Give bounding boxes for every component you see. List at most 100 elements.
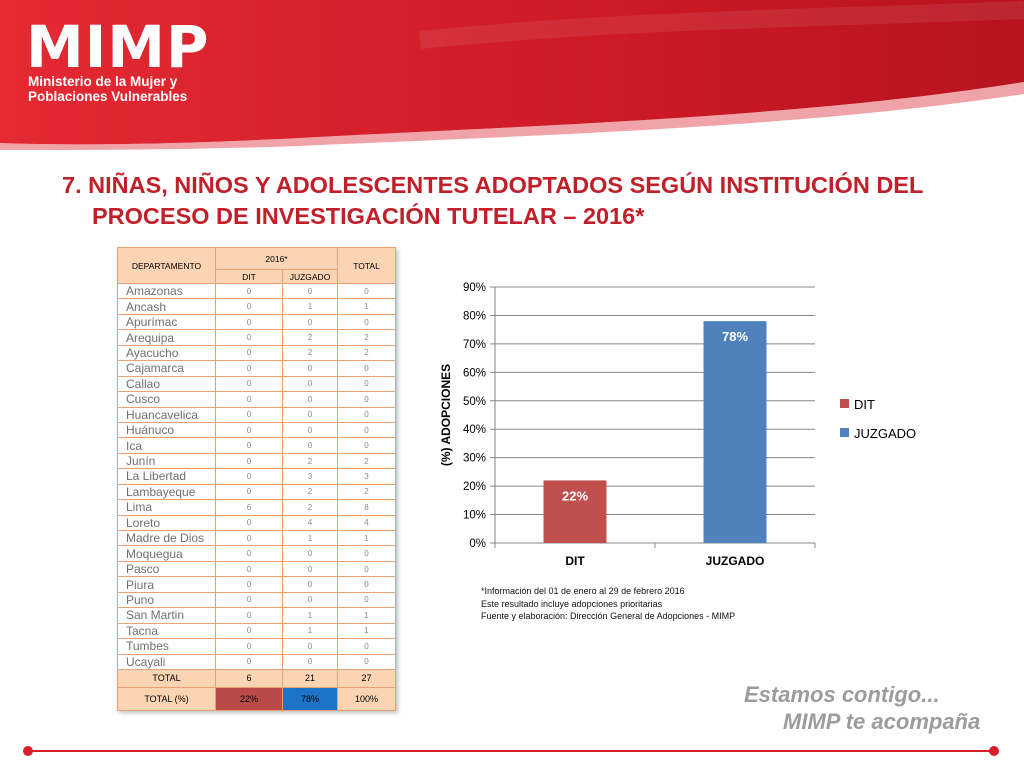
total-cell: 2: [337, 483, 396, 501]
juzgado-cell: 2: [282, 499, 338, 516]
total-cell: 0: [337, 545, 396, 562]
table-row: Puno 0 0 0: [117, 591, 396, 609]
juzgado-cell: 1: [282, 298, 338, 315]
y-tick-label: 30%: [463, 453, 486, 465]
table-row: Ucayali 0 0 0: [117, 653, 396, 670]
dit-cell: 0: [215, 282, 283, 300]
table-row: Apurímac 0 0 0: [117, 313, 396, 331]
department-cell: Huancavelica: [117, 406, 216, 423]
total-cell: 0: [337, 653, 396, 670]
brand-subtitle: Ministerio de la Mujer y Poblaciones Vul…: [28, 74, 188, 104]
dit-cell: 0: [215, 591, 283, 609]
table-row: Amazonas 0 0 0: [117, 282, 396, 300]
department-cell: Cusco: [117, 391, 216, 408]
table-row: Arequipa 0 2 2: [117, 329, 396, 346]
table-row: Pasco 0 0 0: [117, 560, 396, 578]
department-cell: Moquegua: [117, 545, 216, 562]
header-swoosh: [0, 0, 1024, 150]
juzgado-cell: 0: [282, 313, 338, 331]
percent-dit: 22%: [215, 686, 283, 711]
total-cell: 0: [337, 406, 396, 423]
total-cell: 1: [337, 622, 396, 640]
dit-cell: 0: [215, 468, 283, 485]
adoptions-bar-chart: 0% 10% 20% 30% 40% 50% 60% 70% 80% 90% 22% DIT 78% JU…: [439, 282, 916, 568]
juzgado-cell: 2: [282, 452, 338, 470]
total-cell: 0: [337, 375, 396, 393]
dit-cell: 0: [215, 653, 283, 670]
juzgado-cell: 2: [282, 344, 338, 362]
total-cell: 2: [337, 329, 396, 346]
bar-value-label: 78%: [722, 329, 748, 344]
department-cell: Ica: [117, 437, 216, 454]
table-row: Huancavelica 0 0 0: [117, 406, 396, 423]
note-priority: Este resultado incluye adopciones priori…: [481, 598, 663, 609]
bar-value-label: 22%: [562, 488, 588, 503]
dit-cell: 0: [215, 406, 283, 423]
juzgado-cell: 0: [282, 638, 338, 655]
department-cell: Puno: [117, 591, 216, 609]
total-cell: 1: [337, 529, 396, 547]
juzgado-cell: 0: [282, 576, 338, 593]
total-cell: 4: [337, 514, 396, 532]
y-axis-label: (%) ADOPCIONES: [439, 364, 453, 466]
department-cell: Huánuco: [117, 421, 216, 439]
total-row: TOTAL 6 21 27: [117, 668, 396, 688]
dit-cell: 0: [215, 576, 283, 593]
department-cell: Ucayali: [117, 653, 216, 670]
table-row: La Libertad 0 3 3: [117, 468, 396, 485]
juzgado-cell: 0: [282, 375, 338, 393]
table-row: Huánuco 0 0 0: [117, 421, 396, 439]
footer-line: [23, 746, 999, 756]
department-cell: La Libertad: [117, 468, 216, 485]
dit-cell: 0: [215, 622, 283, 640]
department-cell: Cajamarca: [117, 360, 216, 377]
total-cell: 0: [337, 360, 396, 377]
juzgado-cell: 0: [282, 391, 338, 408]
department-cell: Pasco: [117, 560, 216, 578]
table-row: Callao 0 0 0: [117, 375, 396, 393]
dit-cell: 0: [215, 452, 283, 470]
juzgado-cell: 0: [282, 653, 338, 670]
table-row: Cajamarca 0 0 0: [117, 360, 396, 377]
department-cell: Loreto: [117, 514, 216, 532]
dit-cell: 0: [215, 375, 283, 393]
juzgado-cell: 0: [282, 421, 338, 439]
juzgado-cell: 2: [282, 329, 338, 346]
dit-cell: 0: [215, 638, 283, 655]
dit-cell: 0: [215, 545, 283, 562]
total-cell: 2: [337, 344, 396, 362]
percent-juzgado: 78%: [282, 686, 338, 711]
department-cell: Arequipa: [117, 329, 216, 346]
total-cell: 0: [337, 576, 396, 593]
department-cell: Callao: [117, 375, 216, 393]
table-row: Ancash 0 1 1: [117, 298, 396, 315]
juzgado-cell: 0: [282, 545, 338, 562]
table-row: Junín 0 2 2: [117, 452, 396, 470]
note-period: *Información del 01 de enero al 29 de fe…: [481, 586, 685, 596]
table-row: Madre de Dios 0 1 1: [117, 529, 396, 547]
total-total: 27: [337, 668, 396, 688]
total-cell: 0: [337, 421, 396, 439]
legend-swatch: [840, 399, 849, 408]
juzgado-cell: 0: [282, 560, 338, 578]
chart-notes: *Información del 01 de enero al 29 de fe…: [481, 585, 735, 623]
total-cell: 1: [337, 298, 396, 315]
adoptions-table: DEPARTAMENTO 2016* TOTAL DIT JUZGADO Ama…: [117, 247, 396, 711]
juzgado-cell: 0: [282, 437, 338, 454]
juzgado-cell: 0: [282, 282, 338, 300]
table-row: Moquegua 0 0 0: [117, 545, 396, 562]
y-tick-label: 10%: [463, 510, 486, 522]
juzgado-cell: 1: [282, 607, 338, 624]
total-cell: 8: [337, 499, 396, 516]
total-cell: 0: [337, 282, 396, 300]
y-tick-label: 80%: [463, 310, 486, 322]
department-cell: Piura: [117, 576, 216, 593]
juzgado-cell: 1: [282, 622, 338, 640]
department-cell: Tacna: [117, 622, 216, 640]
juzgado-cell: 0: [282, 406, 338, 423]
dit-cell: 0: [215, 529, 283, 547]
dit-cell: 6: [215, 499, 283, 516]
table-row: Loreto 0 4 4: [117, 514, 396, 532]
table-row: Cusco 0 0 0: [117, 391, 396, 408]
department-cell: Amazonas: [117, 282, 216, 300]
